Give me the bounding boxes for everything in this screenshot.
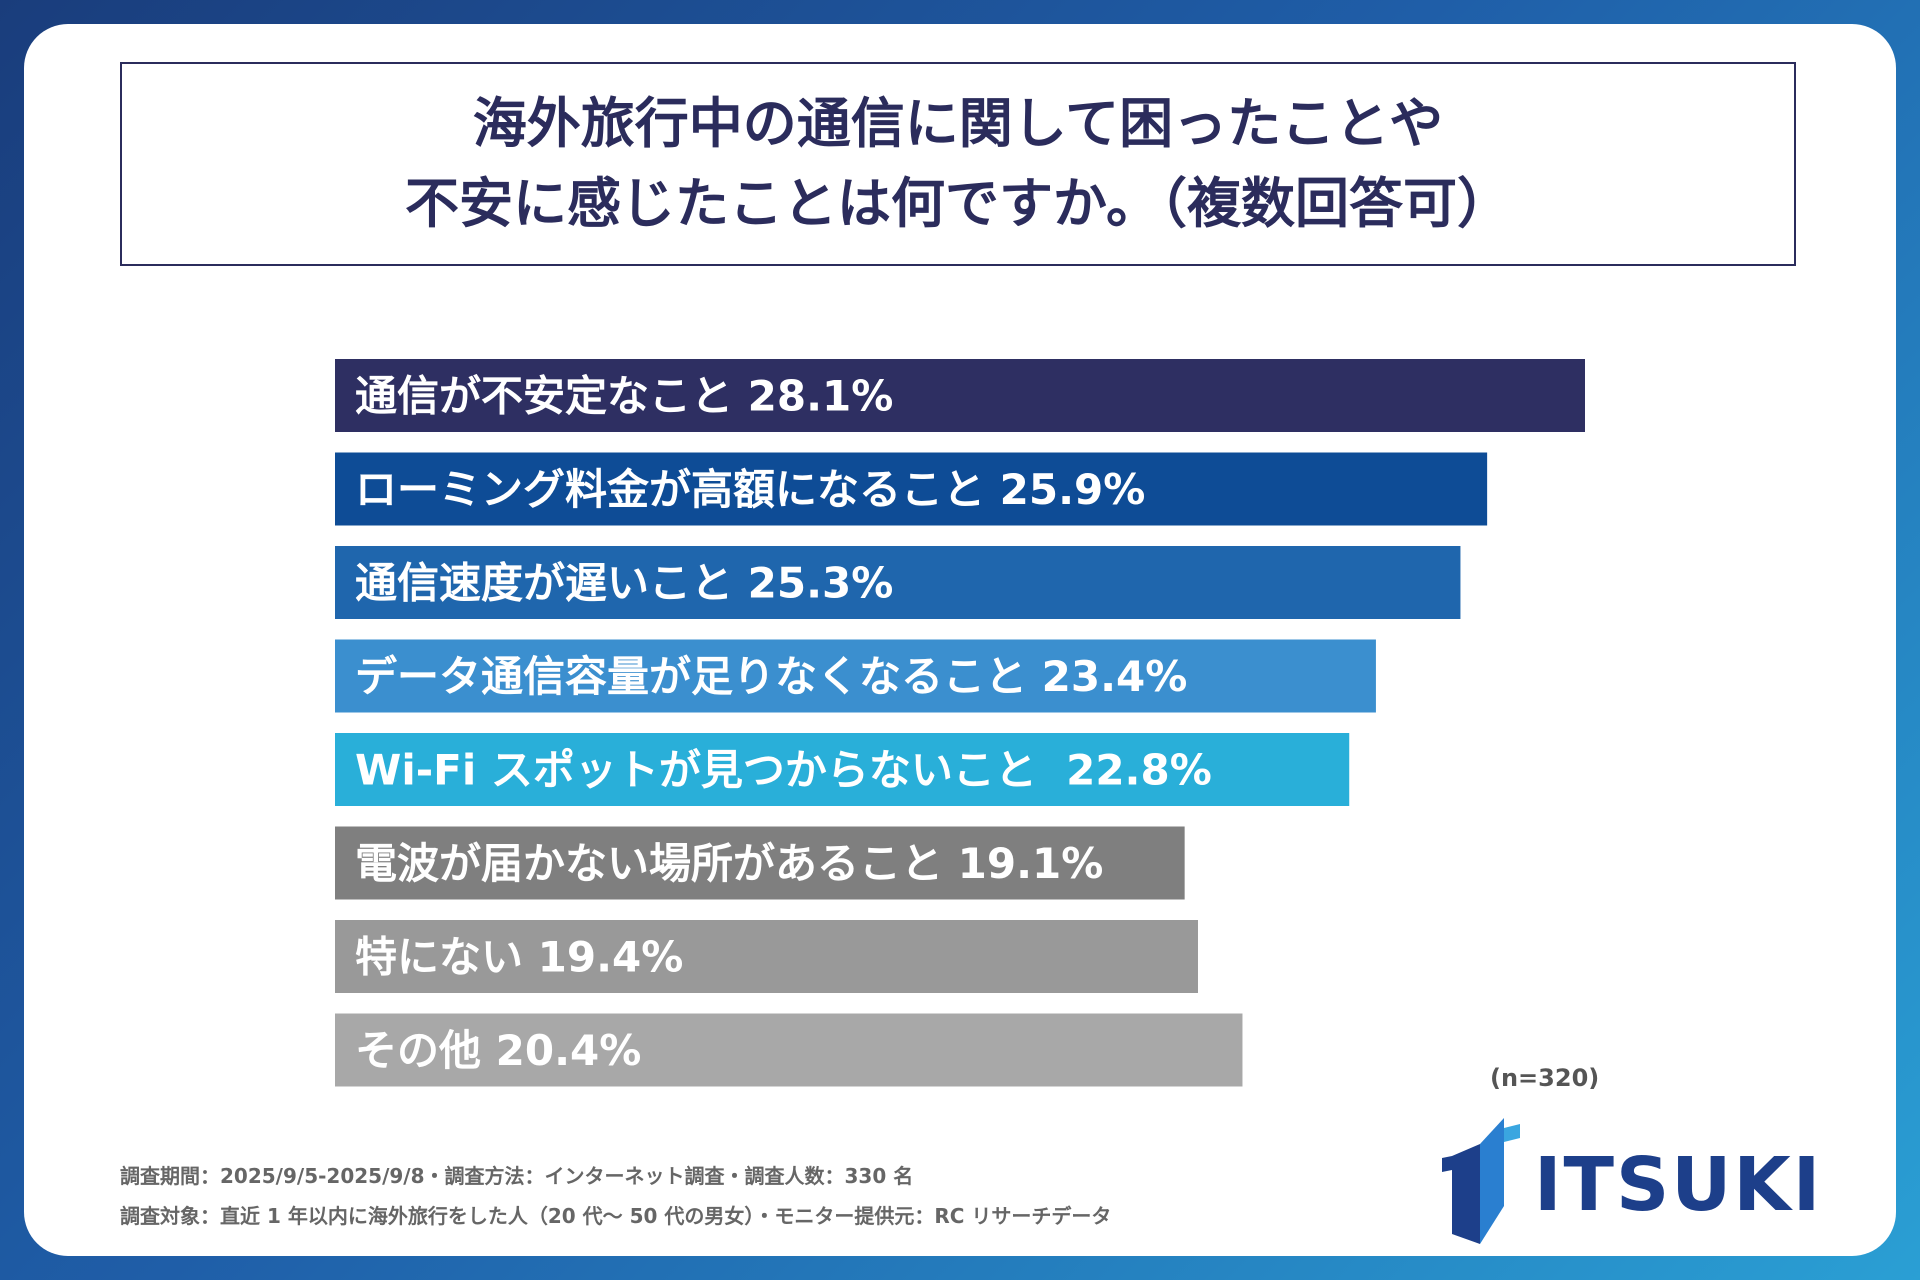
bar-label-5: Wi-Fi スポットが見つからないこと 22.8% — [355, 746, 1212, 795]
bar-5 — [335, 733, 1350, 806]
title-line-2: 不安に感じたことは何ですか。（複数回答可） — [405, 172, 1511, 235]
bar-7 — [335, 920, 1198, 993]
card: 海外旅行中の通信に関して困ったことや 不安に感じたことは何ですか。（複数回答可）… — [24, 24, 1896, 1256]
bar-label-3: 通信速度が遅いこと 25.3% — [355, 559, 893, 608]
title-box: 海外旅行中の通信に関して困ったことや 不安に感じたことは何ですか。（複数回答可） — [120, 62, 1796, 266]
bar-label-1: 通信が不安定なこと 28.1% — [355, 372, 893, 421]
title-line-1: 海外旅行中の通信に関して困ったことや — [472, 92, 1444, 155]
bar-label-7: 特にない 19.4% — [355, 933, 683, 982]
bar-4 — [335, 639, 1376, 713]
bar-2 — [335, 452, 1488, 526]
survey-footnote-2: 調査対象：直近 1 年以内に海外旅行をした人（20 代〜 50 代の男女）・モニ… — [120, 1204, 1112, 1228]
survey-footnote-1: 調査期間：2025/9/5-2025/9/8・調査方法：インターネット調査・調査… — [120, 1164, 914, 1188]
bar-1 — [335, 359, 1585, 432]
logo-mark-icon — [1442, 1118, 1520, 1244]
bar-label-8: その他 20.4% — [355, 1026, 641, 1075]
bar-chart: 通信が不安定なこと 28.1% ローミング料金が高額になること 25.9% 通信速度… — [335, 359, 1585, 1087]
bar-label-4: データ通信容量が足りなくなること 23.4% — [355, 652, 1187, 701]
bar-8 — [335, 1013, 1243, 1087]
itsuki-logo: ITSUKI — [1442, 1116, 1820, 1246]
logo-text: ITSUKI — [1534, 1142, 1823, 1228]
bar-label-2: ローミング料金が高額になること 25.9% — [355, 465, 1145, 514]
sample-size-note: (n=320) — [1490, 1064, 1600, 1092]
bar-3 — [335, 546, 1461, 619]
bar-6 — [335, 826, 1185, 900]
bar-label-6: 電波が届かない場所があること 19.1% — [355, 839, 1103, 888]
